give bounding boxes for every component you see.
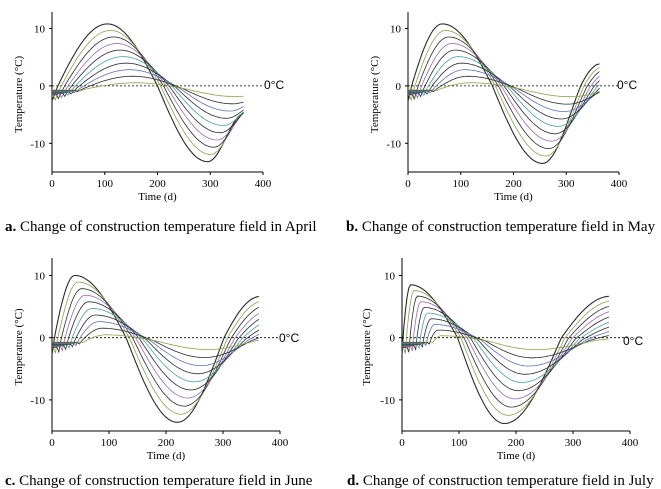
x-tick-label: 200 — [508, 437, 525, 449]
series-line — [408, 36, 600, 150]
series-line — [52, 288, 260, 407]
zero-label: 0°C — [264, 78, 284, 92]
zero-label: 0°C — [623, 334, 643, 348]
y-tick-label: 0 — [396, 81, 402, 93]
series-line — [408, 29, 600, 157]
series-line — [52, 62, 244, 119]
series-line — [52, 69, 244, 112]
series-line — [402, 301, 610, 400]
x-tick-label: 100 — [453, 178, 470, 190]
panel-caption-text: Change of construction temperature field… — [359, 473, 654, 489]
series-line — [408, 82, 600, 98]
series-line — [52, 43, 244, 141]
series-line — [52, 49, 244, 134]
x-tick-label: 200 — [149, 178, 166, 190]
x-tick-label: 0 — [49, 437, 55, 449]
zero-label: 0°C — [617, 78, 637, 92]
panel-caption: d. Change of construction temperature fi… — [347, 473, 654, 489]
series-line — [402, 306, 610, 392]
panel-letter: b. — [346, 219, 358, 235]
y-tick-label: 10 — [390, 23, 402, 35]
series-line — [402, 318, 610, 375]
series-line — [52, 56, 244, 126]
series-line — [402, 324, 610, 367]
x-tick-label: 0 — [49, 178, 55, 190]
x-tick-label: 300 — [215, 437, 232, 449]
series-line — [52, 82, 244, 97]
series-line — [52, 334, 259, 350]
x-tick-label: 400 — [272, 437, 289, 449]
series-line — [52, 29, 244, 155]
panel-letter: c. — [5, 473, 16, 489]
x-axis-label: Time (d) — [494, 191, 533, 203]
y-axis-label: Temperature (°C) — [13, 308, 25, 386]
series-line — [52, 327, 260, 358]
x-axis-label: Time (d) — [497, 450, 536, 462]
series-line — [52, 314, 260, 375]
series-line — [402, 295, 610, 408]
x-axis-label: Time (d) — [147, 450, 186, 462]
panel-caption: a. Change of construction temperature fi… — [5, 219, 317, 235]
x-tick-label: 200 — [505, 178, 522, 190]
panel-caption: b. Change of construction temperature fi… — [346, 219, 656, 235]
series-line — [408, 69, 600, 113]
series-line — [408, 43, 600, 142]
y-tick-label: 10 — [34, 23, 46, 35]
x-tick-label: 0 — [399, 437, 405, 449]
series-line — [52, 307, 260, 383]
series-line — [407, 23, 600, 164]
panel-caption-text: Change of construction temperature field… — [15, 473, 312, 489]
series-line — [52, 75, 244, 105]
y-axis-label: Temperature (°C) — [361, 308, 373, 386]
x-tick-label: 400 — [622, 437, 639, 449]
x-tick-label: 300 — [558, 178, 575, 190]
x-tick-label: 400 — [255, 178, 272, 190]
y-tick-label: -10 — [30, 138, 45, 150]
x-tick-label: 100 — [97, 178, 114, 190]
y-tick-label: -10 — [386, 138, 401, 150]
y-axis-label: Temperature (°C) — [13, 56, 25, 134]
series-line — [402, 312, 610, 383]
series-line — [51, 274, 259, 423]
zero-label: 0°C — [279, 331, 299, 345]
y-tick-label: 10 — [384, 270, 396, 282]
x-tick-label: 300 — [565, 437, 582, 449]
series-line — [402, 289, 609, 416]
panel-caption-text: Change of construction temperature field… — [16, 219, 316, 235]
x-axis-label: Time (d) — [138, 191, 177, 203]
series-line — [52, 321, 260, 367]
y-tick-label: -10 — [380, 395, 395, 407]
panel-letter: a. — [5, 219, 17, 235]
y-tick-label: 0 — [390, 333, 396, 345]
series-line — [402, 329, 609, 359]
y-tick-label: 0 — [40, 333, 46, 345]
x-tick-label: 300 — [202, 178, 219, 190]
y-tick-label: 10 — [34, 270, 46, 282]
y-tick-label: -10 — [30, 395, 45, 407]
y-tick-label: 0 — [40, 81, 46, 93]
panel-letter: d. — [347, 473, 359, 489]
panel-caption-text: Change of construction temperature field… — [358, 219, 655, 235]
series-line — [408, 49, 600, 135]
x-tick-label: 200 — [158, 437, 175, 449]
series-line — [402, 335, 609, 350]
series-line — [51, 23, 244, 163]
x-tick-label: 100 — [101, 437, 118, 449]
y-axis-label: Temperature (°C) — [369, 56, 381, 134]
panel-caption: c. Change of construction temperature fi… — [5, 473, 313, 489]
series-line — [52, 281, 260, 415]
x-tick-label: 400 — [611, 178, 628, 190]
series-line — [408, 75, 600, 105]
series-line — [401, 284, 609, 425]
series-line — [52, 294, 260, 399]
x-tick-label: 0 — [405, 178, 411, 190]
x-tick-label: 100 — [451, 437, 468, 449]
